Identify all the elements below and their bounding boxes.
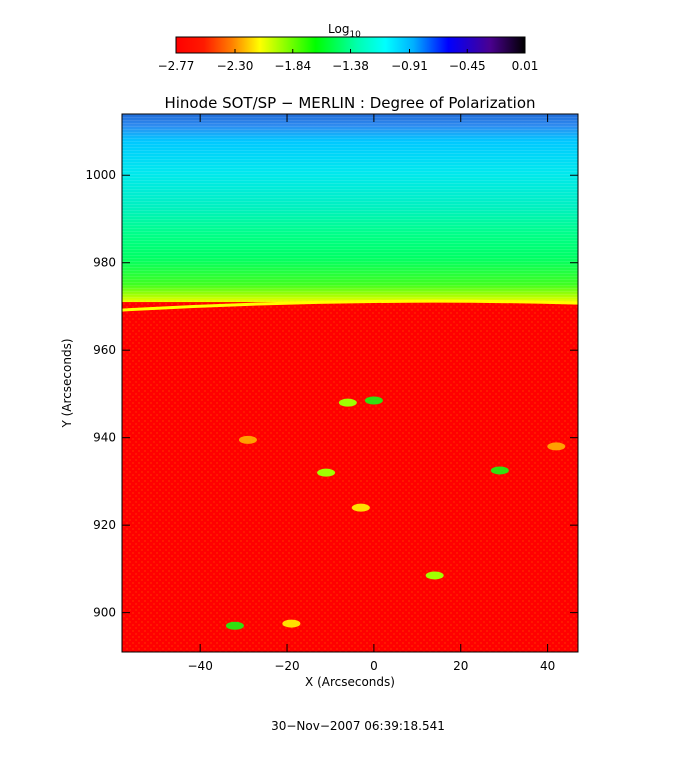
x-axis-label: X (Arcseconds) <box>305 675 395 689</box>
plot-area <box>122 114 578 652</box>
feature-point <box>317 468 336 477</box>
x-tick-label: 0 <box>370 659 378 673</box>
y-tick-label: 920 <box>93 518 116 532</box>
chart-title: Hinode SOT/SP − MERLIN : Degree of Polar… <box>164 94 535 112</box>
colorbar-tick-label: −0.45 <box>449 59 486 73</box>
feature-point <box>225 621 244 630</box>
colorbar-tick-label: −0.91 <box>391 59 428 73</box>
x-tick-label: −40 <box>188 659 213 673</box>
timestamp: 30−Nov−2007 06:39:18.541 <box>271 719 445 733</box>
feature-point <box>238 435 257 444</box>
colorbar-tick-label: −1.84 <box>274 59 311 73</box>
features <box>225 396 566 630</box>
x-tick-label: 40 <box>540 659 555 673</box>
y-tick-label: 980 <box>93 256 116 270</box>
y-tick-label: 960 <box>93 343 116 357</box>
feature-point <box>338 398 357 407</box>
limb <box>122 299 578 312</box>
y-tick-label: 940 <box>93 431 116 445</box>
y-tick-label: 1000 <box>85 168 116 182</box>
y-axis: 900 920 940 960 980 1000 <box>85 168 578 620</box>
feature-point <box>351 503 370 512</box>
x-axis: −40 −20 0 20 40 <box>188 114 555 673</box>
colorbar-tick-label: −2.30 <box>217 59 254 73</box>
plot-frame <box>121 113 579 653</box>
colorbar-tick-label: −2.77 <box>158 59 195 73</box>
colorbar: Log10 −2.77 −2.30 −1.84 −1.38 −0.91 −0.45 0.01 <box>158 22 539 73</box>
y-axis-label: Y (Arcseconds) <box>60 338 74 428</box>
x-tick-label: −20 <box>274 659 299 673</box>
feature-point <box>490 466 509 475</box>
feature-point <box>547 442 566 451</box>
x-tick-label: 20 <box>453 659 468 673</box>
colorbar-ticks: −2.77 −2.30 −1.84 −1.38 −0.91 −0.45 0.01 <box>158 49 539 73</box>
feature-point <box>364 396 383 405</box>
feature-point <box>282 619 301 628</box>
y-tick-label: 900 <box>93 606 116 620</box>
colorbar-tick-label: −1.38 <box>332 59 369 73</box>
feature-point <box>425 571 444 580</box>
colorbar-tick-label: 0.01 <box>512 59 539 73</box>
colorbar-label: Log10 <box>328 22 361 40</box>
